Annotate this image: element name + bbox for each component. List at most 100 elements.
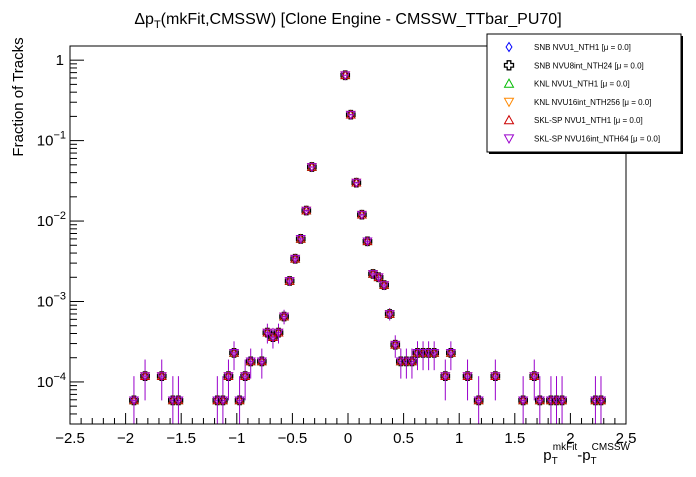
data-point: [340, 71, 351, 81]
chart-title-sub: T: [154, 19, 161, 31]
x-tick-label: 0: [344, 430, 352, 447]
data-point: [534, 396, 545, 406]
data-point: [273, 328, 284, 338]
chart-title-rest: (mkFit,CMSSW) [Clone Engine - CMSSW_TTba…: [161, 11, 562, 28]
x-tick-label: 1.5: [504, 430, 525, 447]
data-point: [284, 277, 295, 287]
data-point: [395, 357, 406, 367]
legend-marker: [505, 41, 513, 53]
data-point: [140, 372, 151, 382]
data-point: [223, 372, 234, 382]
y-tick-base: 10: [37, 213, 54, 230]
x-axis-label-dash: -: [577, 447, 582, 464]
data-point: [279, 312, 290, 322]
data-point: [240, 372, 251, 382]
data-point: [290, 254, 301, 264]
data-point: [545, 396, 556, 406]
data-point: [228, 348, 240, 359]
legend-marker: [503, 114, 515, 125]
y-tick-label: 10−1: [37, 130, 66, 150]
data-point: [440, 372, 451, 382]
y-axis-label: Fraction of Tracks: [10, 37, 27, 156]
data-point: [373, 273, 384, 283]
data-point: [173, 396, 184, 406]
y-tick-exponent: −1: [53, 130, 66, 142]
plot-area: [128, 69, 607, 424]
data-point: [423, 348, 434, 359]
x-tick-label: −1.5: [166, 430, 196, 447]
y-tick-base: 10: [37, 133, 54, 150]
data-point: [445, 348, 456, 359]
data-point: [128, 396, 139, 406]
data-point: [362, 237, 373, 247]
data-point: [595, 396, 607, 406]
legend-box: [486, 33, 682, 153]
y-tick-label: 10−2: [37, 210, 66, 230]
y-tick-exponent: −4: [53, 371, 66, 383]
data-point: [351, 178, 362, 188]
data-point: [384, 310, 395, 320]
axes: −2.5 −2 −1.5 −1 −0.5 0 0.5 1 1.5 2 2.5110−110−210−…: [37, 45, 637, 447]
x-axis-label-sup1: mkFit: [553, 442, 578, 453]
data-point: [418, 348, 429, 359]
legend-marker: [503, 60, 515, 71]
data-point: [462, 372, 473, 382]
data-point: [551, 396, 562, 406]
x-tick-label: 0.5: [393, 430, 414, 447]
y-tick-label: 10−3: [37, 290, 66, 310]
x-axis-label-sub2: T: [591, 456, 597, 467]
data-point: [212, 396, 223, 406]
x-axis-label: pTmkFit-pTCMSSW: [543, 442, 630, 467]
data-point: [245, 357, 256, 367]
data-point: [234, 396, 245, 406]
data-point: [557, 396, 568, 406]
legend-marker: [503, 134, 515, 145]
y-tick-base: 10: [37, 374, 54, 391]
data-point: [306, 163, 317, 173]
data-point: [529, 372, 540, 382]
data-point: [356, 210, 367, 220]
legend-label: SNB NVU1_NTH1 [μ = 0.0]: [534, 43, 631, 52]
x-tick-label: −1: [228, 430, 245, 447]
x-tick-label: 1: [455, 430, 463, 447]
legend-label: SNB NVU8int_NTH24 [μ = 0.0]: [534, 61, 644, 70]
chart-title-main: Δp: [134, 11, 154, 28]
x-axis-label-sup2: CMSSW: [592, 442, 631, 453]
data-point: [156, 372, 167, 382]
data-point: [429, 348, 440, 359]
y-tick-exponent: −3: [53, 290, 66, 302]
data-point: [518, 396, 529, 406]
x-tick-label: −0.5: [278, 430, 308, 447]
data-point: [406, 357, 417, 367]
data-point: [401, 357, 412, 367]
y-tick-exponent: −2: [53, 210, 66, 222]
data-point: [412, 348, 423, 359]
legend-marker: [503, 78, 515, 88]
y-tick-label: 10−4: [37, 371, 66, 391]
data-point: [490, 372, 501, 382]
legend-label: KNL NVU16int_NTH256 [μ = 0.0]: [534, 98, 651, 107]
data-point: [295, 235, 306, 245]
y-tick-label: 1: [56, 52, 64, 69]
data-point: [167, 396, 178, 406]
legend-label: KNL NVU1_NTH1 [μ = 0.0]: [534, 80, 630, 89]
x-axis-label-sub1: T: [552, 456, 558, 467]
data-point: [262, 328, 273, 338]
data-point: [473, 396, 484, 406]
data-point: [390, 340, 401, 350]
x-axis-label-p1: p: [543, 447, 551, 464]
chart-title: ΔpT(mkFit,CMSSW) [Clone Engine - CMSSW_T…: [134, 11, 561, 31]
x-axis-label-p2: p: [582, 447, 590, 464]
data-point: [345, 110, 356, 120]
legend-marker: [503, 97, 515, 108]
data-point: [256, 357, 267, 367]
x-tick-label: 2.5: [616, 430, 637, 447]
data-point: [590, 396, 601, 406]
x-tick-label: 2: [566, 430, 574, 447]
y-tick-base: 10: [37, 293, 54, 310]
data-point: [301, 206, 312, 216]
x-tick-label: −2.5: [55, 430, 85, 447]
data-point: [379, 281, 390, 291]
